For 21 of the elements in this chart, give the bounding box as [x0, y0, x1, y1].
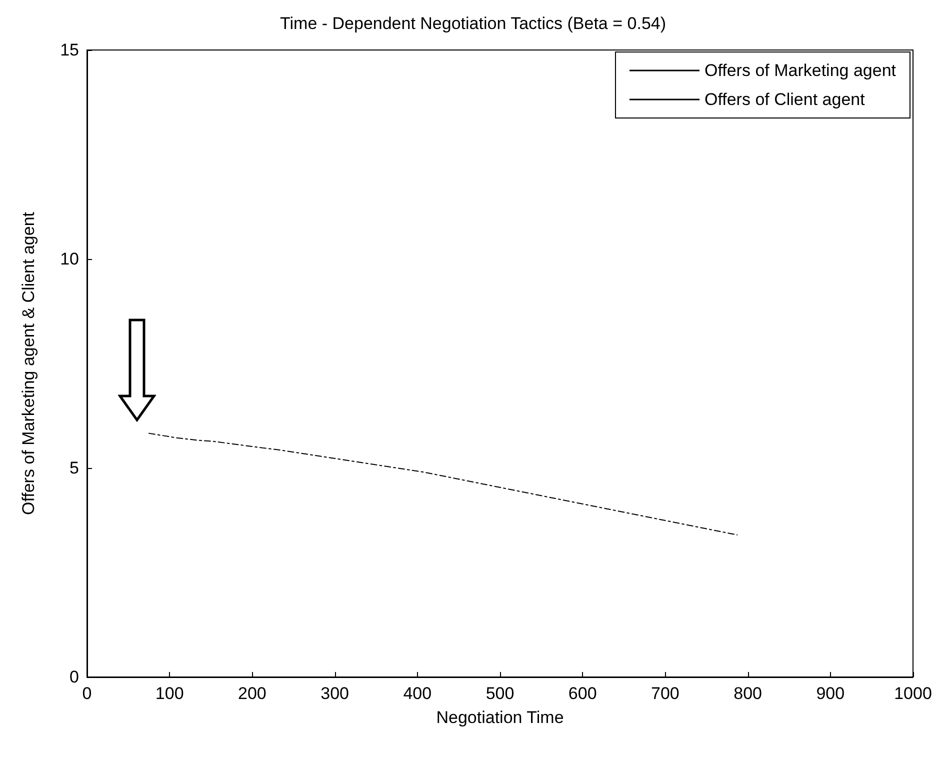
legend-label: Offers of Marketing agent — [704, 61, 896, 80]
x-tick-label: 1000 — [894, 684, 932, 703]
x-tick-label: 700 — [651, 684, 680, 703]
x-tick-label: 200 — [238, 684, 266, 703]
y-tick-label: 15 — [60, 40, 79, 60]
y-axis-title: Offers of Marketing agent & Client agent — [19, 212, 38, 516]
chart-title: Time - Dependent Negotiation Tactics (Beta = 0.54) — [280, 14, 666, 33]
x-tick-label: 100 — [155, 684, 184, 703]
y-tick-label: 10 — [60, 250, 79, 268]
y-tick-label: 5 — [70, 458, 79, 478]
x-tick-label: 600 — [568, 684, 597, 703]
y-tick-label: 0 — [70, 668, 79, 686]
legend-label: Offers of Client agent — [704, 90, 866, 109]
line-series — [148, 432, 738, 536]
x-tick-label: 500 — [486, 684, 514, 703]
x-tick-label: 400 — [403, 684, 432, 703]
x-tick-label: 800 — [734, 684, 762, 703]
x-tick-label: 300 — [320, 684, 349, 703]
x-tick-label: 0 — [82, 684, 92, 703]
x-axis-title: Negotiation Time — [436, 708, 564, 727]
x-tick-label: 900 — [816, 684, 845, 703]
